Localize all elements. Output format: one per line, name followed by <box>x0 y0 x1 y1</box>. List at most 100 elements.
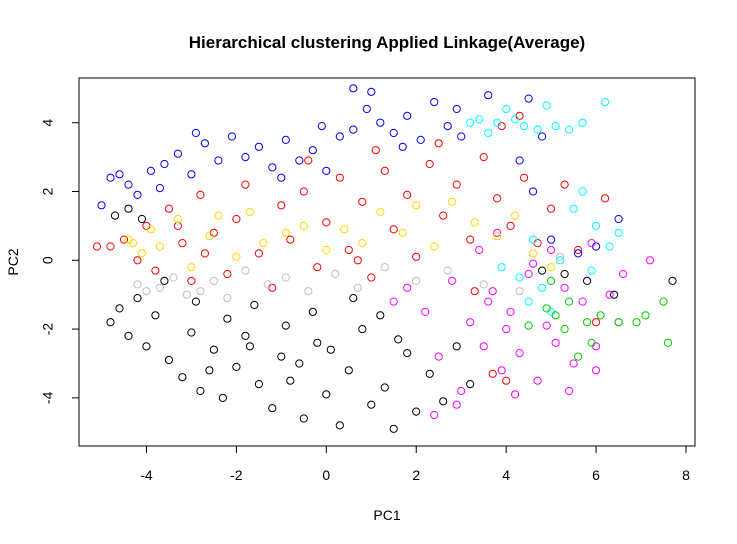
y-tick-label: 4 <box>40 119 56 127</box>
data-point <box>412 201 421 210</box>
data-point <box>142 287 151 296</box>
data-point <box>457 386 466 396</box>
data-point <box>137 249 146 258</box>
data-point <box>124 180 133 189</box>
data-point <box>200 139 209 148</box>
data-point <box>119 235 129 244</box>
data-point <box>475 245 484 255</box>
data-point <box>254 249 263 258</box>
data-point <box>232 252 241 261</box>
data-point <box>106 318 115 327</box>
data-point <box>641 311 650 320</box>
data-point <box>520 173 529 182</box>
data-point <box>196 287 205 296</box>
data-point <box>565 386 574 396</box>
data-point <box>133 256 142 265</box>
data-point <box>196 190 205 199</box>
data-point <box>286 376 295 385</box>
data-point <box>443 266 452 275</box>
data-point <box>443 122 452 131</box>
data-point <box>313 263 322 272</box>
data-point <box>448 276 457 285</box>
data-point <box>605 242 614 251</box>
y-tick-label: -4 <box>40 391 56 404</box>
data-points <box>92 84 677 433</box>
data-point <box>308 146 317 155</box>
data-point <box>218 393 227 402</box>
data-point <box>515 273 524 282</box>
data-point <box>425 159 434 169</box>
data-point <box>614 318 623 327</box>
data-point <box>281 273 290 282</box>
data-point <box>304 156 313 165</box>
data-point <box>578 187 587 196</box>
data-point <box>389 424 398 433</box>
data-point <box>502 325 511 334</box>
data-point <box>601 194 610 203</box>
y-tick-label: -2 <box>40 323 56 336</box>
data-point <box>358 197 367 206</box>
x-tick-label: 0 <box>322 467 330 483</box>
data-point <box>416 135 425 144</box>
data-point <box>187 263 196 272</box>
data-point <box>484 91 493 100</box>
data-point <box>335 421 344 430</box>
data-point <box>470 287 479 296</box>
data-point <box>380 383 389 392</box>
data-point <box>250 300 259 310</box>
data-point <box>277 173 286 182</box>
data-point <box>299 414 308 423</box>
data-point <box>223 269 232 279</box>
data-point <box>569 359 578 368</box>
data-point <box>524 297 533 306</box>
data-point <box>151 266 160 275</box>
data-point <box>578 297 587 306</box>
data-point <box>510 390 520 399</box>
data-point <box>214 156 223 165</box>
data-point <box>187 328 196 337</box>
data-point <box>281 228 290 237</box>
data-point <box>380 263 389 272</box>
data-point <box>340 225 349 234</box>
data-point <box>488 369 497 378</box>
data-point <box>299 187 308 196</box>
data-point <box>565 297 574 306</box>
data-point <box>506 221 515 230</box>
data-point <box>510 115 520 124</box>
data-point <box>173 221 182 230</box>
data-point <box>515 287 524 296</box>
data-point <box>497 263 506 272</box>
data-point <box>497 366 506 375</box>
data-point <box>223 314 232 323</box>
data-point <box>173 214 182 224</box>
data-point <box>155 283 164 292</box>
data-point <box>254 380 263 389</box>
data-point <box>362 104 371 114</box>
x-tick-label: 4 <box>502 467 510 483</box>
data-point <box>502 104 511 114</box>
data-point <box>376 311 385 320</box>
data-point <box>191 297 200 306</box>
data-point <box>344 366 353 375</box>
y-axis-label: PC2 <box>5 248 21 275</box>
data-point <box>97 201 106 210</box>
data-point <box>164 204 173 213</box>
data-point <box>529 249 538 258</box>
data-point <box>533 125 542 134</box>
data-point <box>241 331 250 340</box>
data-point <box>403 349 412 358</box>
data-point <box>551 122 560 131</box>
data-point <box>317 122 326 131</box>
data-point <box>524 321 533 330</box>
data-point <box>515 349 524 358</box>
data-point <box>92 242 102 251</box>
data-point <box>205 366 214 375</box>
data-point <box>412 252 421 261</box>
data-point <box>452 342 461 351</box>
data-point <box>200 249 209 258</box>
data-point <box>268 404 277 413</box>
data-point <box>187 170 196 179</box>
data-point <box>587 338 596 347</box>
data-point <box>268 163 277 172</box>
